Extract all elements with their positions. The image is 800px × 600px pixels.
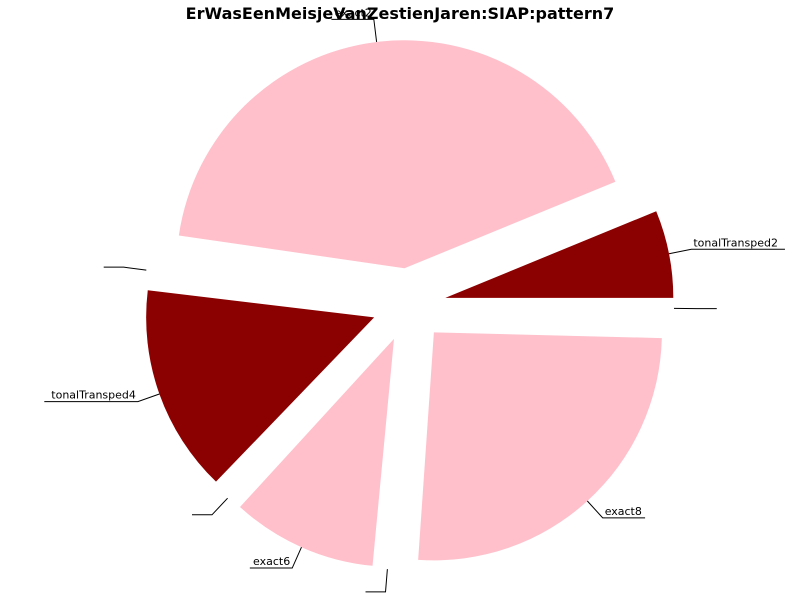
pie-slice bbox=[178, 40, 616, 269]
pie-slice bbox=[418, 332, 662, 561]
pie-slice bbox=[445, 211, 674, 298]
slice-leader-line bbox=[331, 18, 378, 43]
slice-leader-line bbox=[586, 500, 646, 519]
slice-leader-line bbox=[103, 266, 147, 271]
slice-label: exact8 bbox=[605, 505, 642, 518]
slice-leader-line bbox=[249, 546, 302, 569]
pie-slice bbox=[240, 338, 394, 566]
pie-slice bbox=[384, 341, 406, 570]
slice-leader-line bbox=[668, 248, 785, 255]
slice-label: tonalTransped4 bbox=[51, 389, 136, 402]
pie-slice bbox=[146, 290, 375, 482]
slice-leader-line bbox=[44, 393, 160, 403]
slice-label: exact6 bbox=[253, 555, 290, 568]
slice-leader-line bbox=[191, 497, 228, 516]
slice-label: tonalTransped2 bbox=[693, 236, 778, 249]
pie-slice bbox=[145, 267, 373, 301]
slice-label: exact2 bbox=[335, 6, 372, 19]
pie-slice bbox=[225, 331, 384, 501]
chart-title: ErWasEenMeisjeVanZestienJaren:SIAP:patte… bbox=[185, 4, 615, 23]
pie-slice bbox=[445, 305, 674, 312]
slice-leader-line bbox=[365, 569, 388, 593]
